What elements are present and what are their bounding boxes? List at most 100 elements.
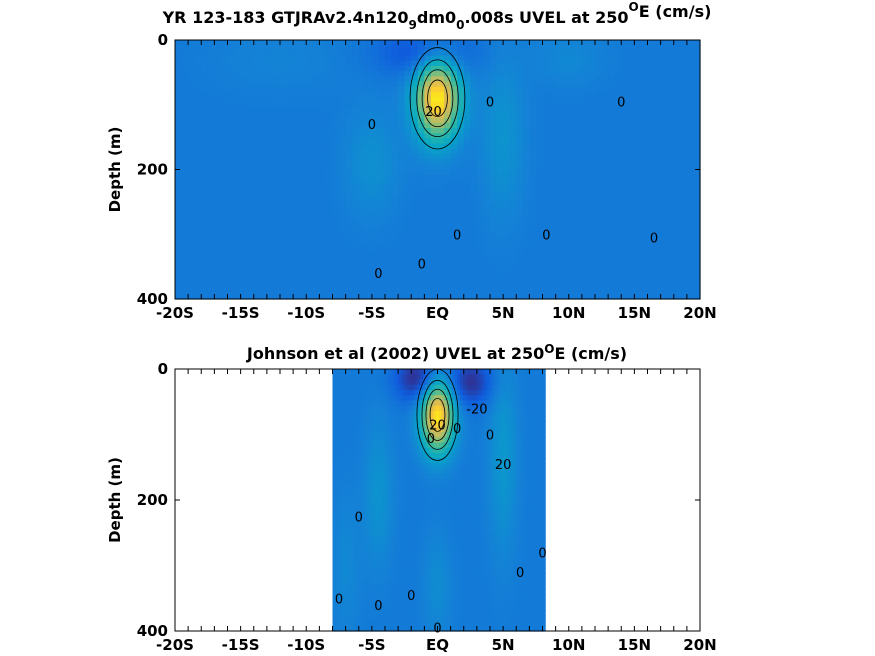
heatmap-cell (356, 458, 360, 464)
heatmap-cell (621, 226, 629, 233)
heatmap-cell (293, 128, 301, 134)
heatmap-cell (470, 60, 478, 67)
heatmap-cell (404, 205, 412, 212)
heatmap-cell (430, 148, 439, 155)
heatmap-cell (364, 479, 368, 485)
heatmap-cell (568, 40, 576, 46)
heatmap-cell (273, 96, 281, 103)
heatmap-cell (667, 283, 675, 290)
heatmap-cell (194, 179, 202, 186)
heatmap-cell (181, 236, 189, 243)
heatmap-cell (496, 221, 504, 228)
heatmap-cell (568, 185, 576, 191)
heatmap-cell (299, 133, 307, 140)
heatmap-cell (312, 252, 320, 259)
heatmap-cell (601, 200, 609, 207)
heatmap-cell (634, 226, 642, 233)
heatmap-cell (385, 252, 393, 259)
heatmap-cell (332, 221, 340, 228)
heatmap-cell (339, 205, 347, 212)
heatmap-cell (332, 458, 336, 464)
heatmap-cell (673, 293, 681, 300)
heatmap-cell (312, 293, 320, 300)
heatmap-cell (378, 216, 386, 222)
heatmap-cell (319, 262, 327, 269)
heatmap-cell (345, 174, 353, 181)
heatmap-cell (503, 81, 511, 88)
heatmap-cell (404, 216, 412, 222)
heatmap-cell (367, 515, 371, 522)
heatmap-cell (332, 283, 340, 290)
heatmap-cell (509, 96, 517, 103)
heatmap-cell (372, 437, 376, 443)
heatmap-cell (581, 50, 590, 57)
heatmap-cell (332, 195, 340, 202)
heatmap-cell (581, 195, 590, 202)
heatmap-cell (608, 143, 616, 150)
heatmap-cell (509, 169, 517, 176)
heatmap-cell (476, 221, 485, 228)
heatmap-cell (367, 421, 371, 428)
heatmap-cell (201, 210, 209, 217)
heatmap-cell (450, 76, 458, 83)
heatmap-cell (575, 65, 583, 72)
heatmap-cell (549, 96, 557, 103)
heatmap-cell (369, 625, 373, 632)
heatmap-cell (621, 71, 629, 77)
heatmap-cell (496, 293, 504, 300)
heatmap-cell (369, 620, 373, 627)
heatmap-cell (398, 76, 406, 83)
heatmap-cell (476, 65, 485, 72)
heatmap-cell (348, 369, 352, 375)
heatmap-cell (293, 107, 301, 114)
heatmap-cell (240, 257, 248, 264)
heatmap-cell (660, 221, 668, 228)
heatmap-cell (364, 389, 368, 396)
heatmap-cell (214, 283, 222, 290)
heatmap-cell (424, 247, 432, 253)
heatmap-cell (627, 91, 635, 98)
heatmap-cell (312, 107, 320, 114)
heatmap-cell (529, 45, 537, 51)
heatmap-cell (273, 288, 281, 295)
heatmap-cell (372, 500, 376, 506)
heatmap-cell (214, 76, 222, 83)
heatmap-cell (343, 573, 347, 580)
heatmap-cell (529, 128, 537, 134)
heatmap-cell (306, 278, 314, 285)
heatmap-cell (280, 195, 288, 202)
heatmap-cell (181, 55, 189, 62)
heatmap-cell (293, 185, 301, 191)
heatmap-cell (312, 45, 320, 51)
heatmap-cell (535, 71, 544, 77)
heatmap-cell (273, 65, 281, 72)
heatmap-cell (234, 174, 242, 181)
heatmap-cell (385, 283, 393, 290)
heatmap-cell (660, 216, 668, 222)
heatmap-cell (575, 288, 583, 295)
heatmap-cell (588, 112, 596, 119)
heatmap-cell (516, 107, 524, 114)
heatmap-cell (411, 216, 419, 222)
heatmap-cell (450, 102, 458, 108)
heatmap-cell (358, 65, 366, 72)
heatmap-cell (247, 169, 255, 176)
heatmap-cell (516, 236, 524, 243)
heatmap-cell (339, 91, 347, 98)
heatmap-cell (667, 262, 675, 269)
heatmap-cell (614, 81, 622, 88)
heatmap-cell (621, 81, 629, 88)
heatmap-cell (654, 210, 662, 217)
heatmap-cell (345, 547, 350, 553)
heatmap-cell (595, 60, 603, 67)
heatmap-cell (601, 247, 609, 253)
heatmap-cell (608, 128, 616, 134)
heatmap-cell (375, 578, 379, 585)
heatmap-cell (220, 55, 229, 62)
heatmap-cell (371, 91, 380, 98)
heatmap-cell (332, 45, 340, 51)
heatmap-cell (680, 50, 688, 57)
heatmap-cell (667, 293, 675, 300)
heatmap-cell (358, 71, 366, 77)
